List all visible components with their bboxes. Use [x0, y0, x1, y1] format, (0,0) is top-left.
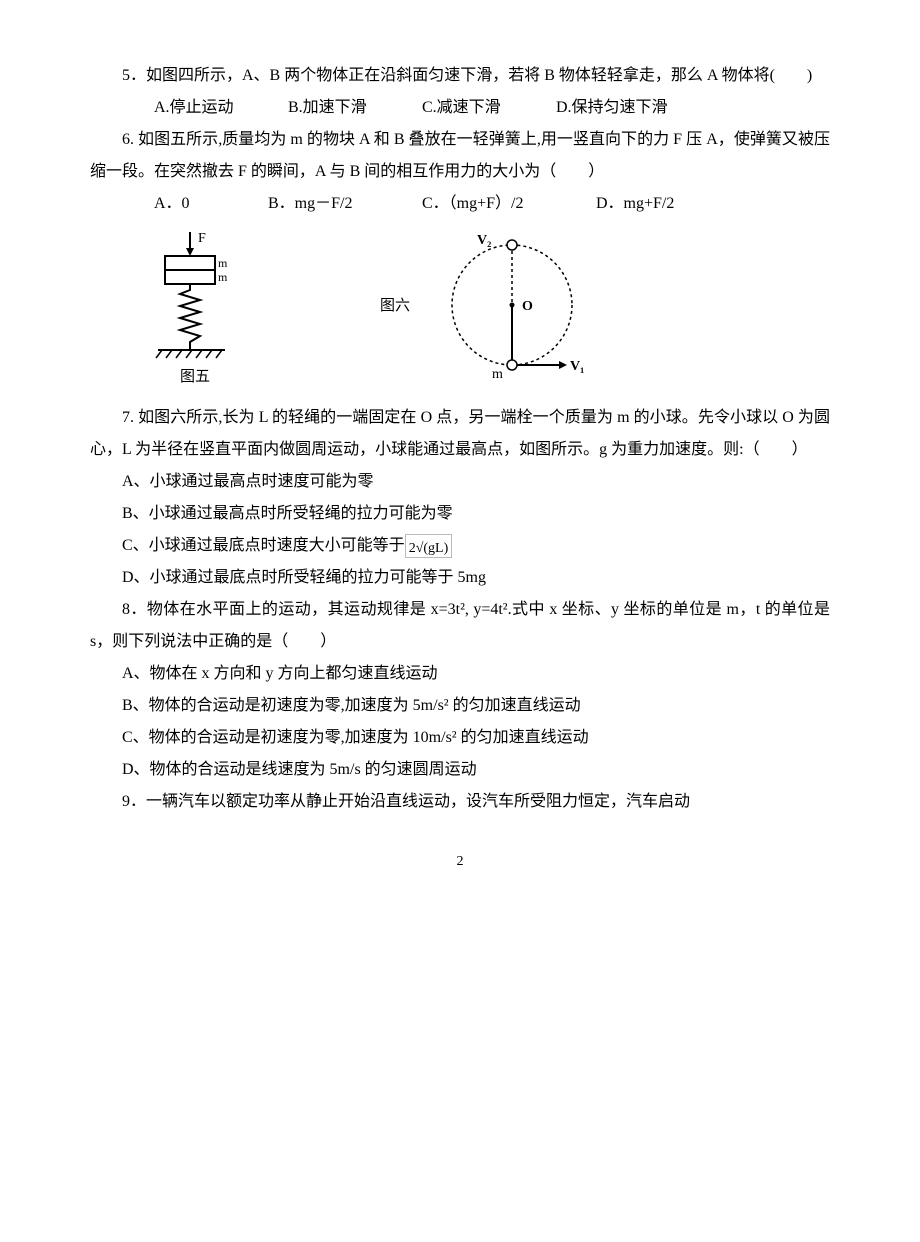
figure-5-caption: 图五 [180, 362, 210, 392]
q5-optB: B.加速下滑 [288, 92, 418, 124]
q7-optC: C、小球通过最底点时速度大小可能等于2√(gL) [90, 530, 830, 562]
q7-optD: D、小球通过最底点时所受轻绳的拉力可能等于 5mg [90, 562, 830, 594]
fig5-label-F: F [198, 231, 206, 246]
fig5-label-m1: m [218, 256, 228, 270]
q8-optB: B、物体的合运动是初速度为零,加速度为 5m/s² 的匀加速直线运动 [90, 690, 830, 722]
q7-optC-prefix: C、小球通过最底点时速度大小可能等于 [122, 537, 405, 554]
figure-5: F m m 图五 [150, 230, 240, 392]
q6-optA: A．0 [154, 188, 264, 220]
q7-optA: A、小球通过最高点时速度可能为零 [90, 466, 830, 498]
q6-optB: B．mg－F/2 [268, 188, 418, 220]
q6-stem: 6. 如图五所示,质量均为 m 的物块 A 和 B 叠放在一轻弹簧上,用一竖直向… [90, 124, 830, 188]
q5-optC: C.减速下滑 [422, 92, 552, 124]
q6-optC: C．（mg+F）/2 [422, 188, 592, 220]
figure-6-svg: O m V₂ V₁ [422, 230, 602, 380]
q7-optC-formula: 2√(gL) [405, 534, 453, 558]
figure-row: F m m 图五 图六 [150, 230, 830, 392]
q5-optD: D.保持匀速下滑 [556, 92, 668, 124]
page-number: 2 [90, 848, 830, 876]
q8-stem: 8．物体在水平面上的运动，其运动规律是 x=3t², y=4t².式中 x 坐标… [90, 594, 830, 658]
q8-optD: D、物体的合运动是线速度为 5m/s 的匀速圆周运动 [90, 754, 830, 786]
figure-6-wrap: 图六 O m V₂ V₁ [380, 230, 602, 380]
figure-5-svg: F m m [150, 230, 240, 360]
q8-optA: A、物体在 x 方向和 y 方向上都匀速直线运动 [90, 658, 830, 690]
q5-stem: 5．如图四所示，A、B 两个物体正在沿斜面匀速下滑，若将 B 物体轻轻拿走，那么… [90, 60, 830, 92]
q7-stem: 7. 如图六所示,长为 L 的轻绳的一端固定在 O 点，另一端栓一个质量为 m … [90, 402, 830, 466]
q6-options: A．0 B．mg－F/2 C．（mg+F）/2 D．mg+F/2 [90, 188, 830, 220]
fig6-label-V2: V₂ [477, 233, 491, 248]
figure-6-caption: 图六 [380, 291, 410, 321]
q9-stem: 9．一辆汽车以额定功率从静止开始沿直线运动，设汽车所受阻力恒定，汽车启动 [90, 786, 830, 818]
fig6-label-O: O [522, 299, 533, 314]
q5-options: A.停止运动 B.加速下滑 C.减速下滑 D.保持匀速下滑 [90, 92, 830, 124]
q7-optB: B、小球通过最高点时所受轻绳的拉力可能为零 [90, 498, 830, 530]
fig6-label-V1: V₁ [570, 359, 584, 374]
q6-optD: D．mg+F/2 [596, 188, 674, 220]
fig6-label-m: m [492, 367, 503, 380]
fig5-label-m2: m [218, 270, 228, 284]
q8-optC: C、物体的合运动是初速度为零,加速度为 10m/s² 的匀加速直线运动 [90, 722, 830, 754]
q5-optA: A.停止运动 [154, 92, 284, 124]
